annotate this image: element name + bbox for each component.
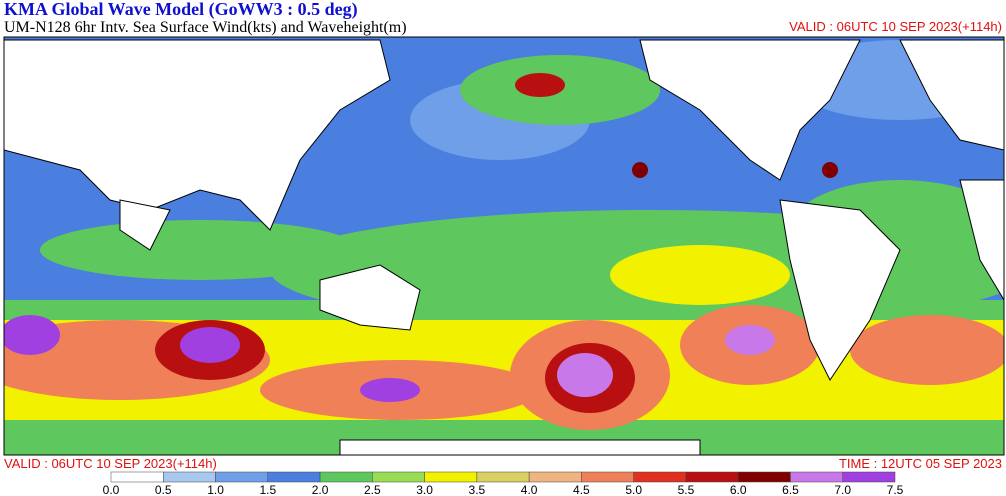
colorbar-label: 0.5 [155,483,172,496]
valid-top: VALID : 06UTC 10 SEP 2023(+114h) [789,19,1002,34]
color-box [842,471,896,483]
color-box [215,471,269,483]
valid-bottom: VALID : 06UTC 10 SEP 2023(+114h) [4,456,217,471]
colorbar-label: 1.5 [259,483,276,496]
colorbar-label: 7.5 [887,483,904,496]
colorbar-label: 2.5 [364,483,381,496]
colorbar-label: 5.0 [625,483,642,496]
colorbar-label: 0.0 [103,483,120,496]
colorbar-label: 4.0 [521,483,538,496]
color-box [790,471,843,483]
init-time: TIME : 12UTC 05 SEP 2023 [839,456,1002,471]
color-box [424,471,478,483]
colorbar-label: 5.5 [678,483,695,496]
color-box [476,471,530,483]
subtitle: UM-N128 6hr Intv. Sea Surface Wind(kts) … [4,19,407,36]
color-box [319,471,373,483]
colorbar-label: 6.0 [730,483,747,496]
colorbar-label: 2.0 [312,483,329,496]
colorbar-label: 1.0 [207,483,224,496]
map [3,36,1005,456]
color-box [737,471,791,483]
colorbar-label: 3.0 [416,483,433,496]
color-box [372,471,425,483]
color-box [163,471,216,483]
colorbar-label: 6.5 [782,483,799,496]
title: KMA Global Wave Model (GoWW3 : 0.5 deg) [4,0,358,20]
colorbar-label: 3.5 [469,483,486,496]
colorbar-label: 4.5 [573,483,590,496]
color-box [528,471,582,483]
color-box [581,471,634,483]
color-box [267,471,321,483]
color-box [110,471,164,483]
color-box [633,471,687,483]
colorbar: 0.0 0.5 1.0 1.5 2.0 2.5 3.0 3.5 4.0 4.5 5.0 5.5 6.0 6… [103,471,904,496]
colorbar-label: 7.0 [834,483,851,496]
color-box [685,471,739,483]
